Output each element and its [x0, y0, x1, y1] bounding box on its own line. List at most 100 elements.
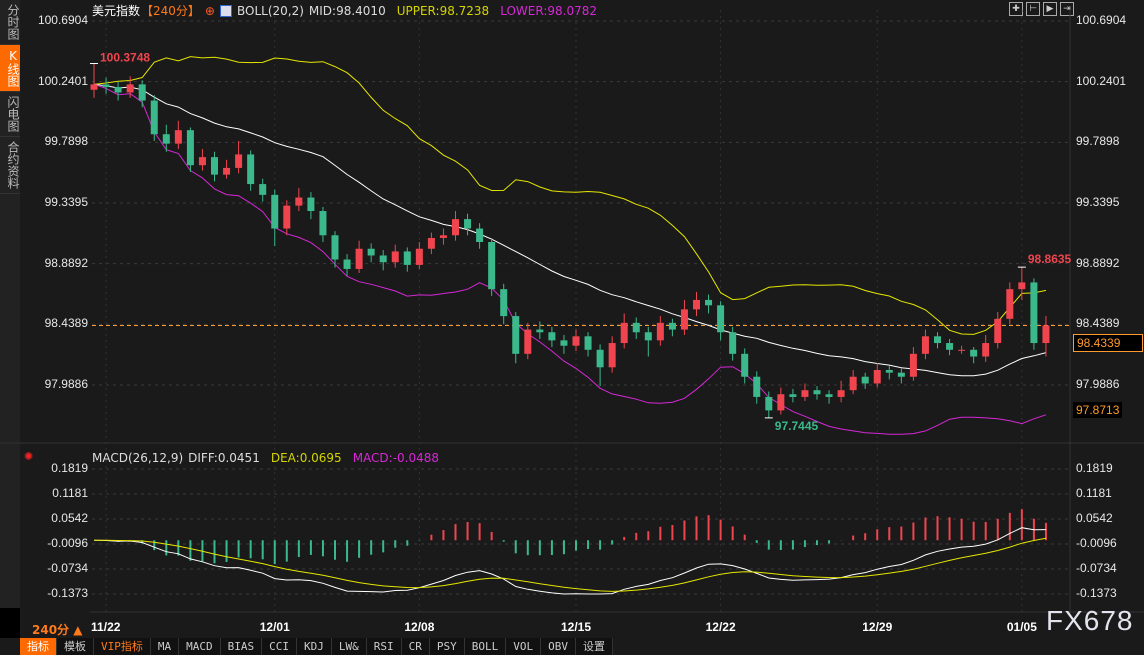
- candle-body: [415, 248, 423, 265]
- indicator-tab[interactable]: MACD: [179, 638, 221, 655]
- indicator-tab[interactable]: BOLL: [465, 638, 507, 655]
- candle-body: [174, 130, 182, 144]
- indicator-tab[interactable]: 模板: [57, 638, 94, 655]
- candle-body: [548, 332, 556, 341]
- candle-body: [162, 134, 170, 144]
- candle-body: [813, 390, 821, 395]
- candle-body: [644, 332, 652, 341]
- indicator-tab[interactable]: BIAS: [221, 638, 263, 655]
- indicator-tab[interactable]: VOL: [506, 638, 542, 655]
- candle-body: [909, 353, 917, 377]
- date-label: 01/05: [1006, 620, 1037, 634]
- candle-body: [439, 235, 447, 238]
- candle-body: [476, 228, 484, 243]
- candle-body: [789, 394, 797, 397]
- candle-body: [186, 130, 194, 166]
- zoom-range-icon[interactable]: ⊢: [1026, 2, 1040, 16]
- fx678-watermark: FX678: [1046, 605, 1134, 636]
- candle-body: [801, 390, 809, 397]
- right-axis-label: 99.7898: [1076, 134, 1120, 149]
- indicator-tab[interactable]: 设置: [576, 638, 613, 655]
- candle-body: [283, 205, 291, 229]
- left-axis-label: 98.4389: [44, 316, 88, 331]
- candle-body: [464, 219, 472, 229]
- macd-left-axis-label: 0.1181: [52, 485, 88, 500]
- candle-body: [729, 332, 737, 354]
- candle-body: [1042, 325, 1050, 344]
- candle-body: [536, 329, 544, 333]
- play-icon[interactable]: ▶: [1043, 2, 1057, 16]
- candle-body: [741, 353, 749, 377]
- boll-mid-line: [93, 83, 1047, 377]
- candle-body: [343, 259, 351, 269]
- indicator-tab[interactable]: 指标: [20, 638, 57, 655]
- candle-body: [620, 322, 628, 344]
- crosshair-icon[interactable]: ✚: [1009, 2, 1023, 16]
- sidebar-item-kline[interactable]: K线图: [0, 45, 20, 92]
- candle-body: [777, 394, 785, 411]
- date-label: 12/29: [862, 620, 893, 634]
- macd-diff-line: [93, 527, 1047, 595]
- sidebar-item-flash[interactable]: 闪电图: [0, 92, 20, 137]
- indicator-tab[interactable]: VIP指标: [94, 638, 151, 655]
- candle-body: [247, 154, 255, 185]
- indicator-tab[interactable]: CR: [402, 638, 430, 655]
- view-sidebar: 分时图 K线图 闪电图 合约资料: [0, 0, 20, 638]
- macd-header: MACD(26,12,9) DIFF:0.0451 DEA:0.0695 MAC…: [92, 451, 439, 465]
- macd-right-axis-label: -0.1373: [1076, 586, 1117, 600]
- boll-upper: UPPER:98.7238: [396, 3, 490, 18]
- date-label: 12/22: [705, 620, 736, 634]
- chart-toolbar: ✚ ⊢ ▶ ⇥: [1009, 2, 1074, 16]
- pane-settings-icon[interactable]: ✺: [24, 450, 34, 463]
- candle-body: [331, 235, 339, 260]
- left-axis-label: 99.7898: [44, 134, 88, 149]
- candle-body: [235, 154, 243, 168]
- candle-body: [90, 84, 98, 90]
- candle-body: [295, 197, 303, 206]
- indicator-chart-icon[interactable]: [219, 4, 232, 17]
- candle-body: [873, 369, 881, 384]
- candle-body: [656, 322, 664, 341]
- macd-left-axis-label: -0.1373: [47, 586, 88, 600]
- exit-icon[interactable]: ⇥: [1060, 2, 1074, 16]
- right-axis-label: 100.6904: [1076, 13, 1127, 27]
- period-label[interactable]: 【240分】: [141, 4, 200, 18]
- indicator-tab[interactable]: CCI: [262, 638, 297, 655]
- macd-left-axis-label: -0.0096: [47, 535, 88, 550]
- candle-body: [452, 219, 459, 236]
- boll-label: BOLL(20,2): [236, 3, 304, 18]
- right-axis-label: 97.9886: [1076, 377, 1120, 391]
- candle-body: [198, 157, 206, 166]
- sidebar-item-contract-info[interactable]: 合约资料: [0, 137, 20, 194]
- indicator-tab[interactable]: PSY: [430, 638, 465, 655]
- candle-body: [753, 376, 761, 397]
- indicator-tab[interactable]: KDJ: [297, 638, 332, 655]
- candle-body: [705, 299, 713, 306]
- left-axis-label: 100.2401: [37, 73, 88, 88]
- indicator-tabs: 指标 模板 VIP指标 MA MACD BIAS CCI KDJ LW& RSI CR PSY BOLL…: [20, 638, 613, 655]
- date-label: 12/08: [404, 620, 435, 634]
- candle-body: [126, 84, 134, 93]
- crosshair-toggle-icon[interactable]: ⊕: [204, 3, 215, 18]
- candle-body: [680, 309, 688, 330]
- period-selector[interactable]: 240分 ▲: [32, 623, 83, 637]
- indicator-tab[interactable]: OBV: [541, 638, 576, 655]
- macd-dea: DEA:0.0695: [270, 451, 342, 465]
- candle-body: [596, 349, 604, 368]
- boll-mid: MID:98.4010: [308, 3, 386, 18]
- candle-body: [946, 343, 954, 350]
- sidebar-item-timeshare[interactable]: 分时图: [0, 0, 20, 45]
- candle-body: [608, 343, 616, 368]
- date-label: 11/22: [91, 620, 121, 634]
- indicator-tab[interactable]: MA: [151, 638, 180, 655]
- candle-body: [259, 184, 267, 195]
- candle-body: [500, 289, 508, 317]
- candle-body: [367, 248, 375, 256]
- right-axis-label: 100.2401: [1076, 73, 1127, 88]
- candle-body: [138, 84, 146, 101]
- boll-lower-line: [93, 83, 1047, 435]
- date-label: 12/15: [561, 620, 592, 634]
- indicator-tab[interactable]: LW&: [332, 638, 367, 655]
- indicator-tab[interactable]: RSI: [367, 638, 402, 655]
